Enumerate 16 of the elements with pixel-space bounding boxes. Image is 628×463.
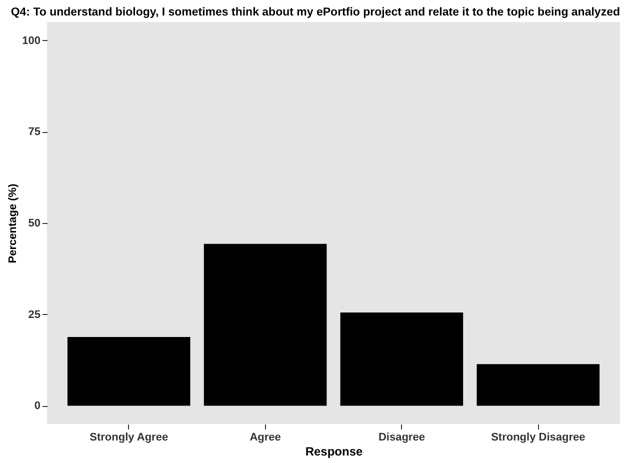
bar [476,364,600,406]
bar [67,337,190,406]
y-tick-label: 50 [28,218,40,230]
x-tick-label: Disagree [378,432,425,444]
x-tick-label: Strongly Disagree [491,432,586,444]
y-axis-title: Percentage (%) [7,183,20,264]
x-tick-label: Strongly Agree [90,432,168,444]
bar [340,312,464,406]
y-tick-label: 100 [22,34,40,47]
y-tick-label: 25 [28,308,40,321]
x-axis-title: Response [305,444,363,458]
x-tick-label: Agree [250,432,281,444]
chart-title: Q4: To understand biology, I sometimes think about my ePortfio project and relate it to the topic being analyzed [10,6,620,18]
y-tick-label: 75 [28,126,40,138]
y-tick-label: 0 [34,400,40,412]
bar [204,244,327,406]
